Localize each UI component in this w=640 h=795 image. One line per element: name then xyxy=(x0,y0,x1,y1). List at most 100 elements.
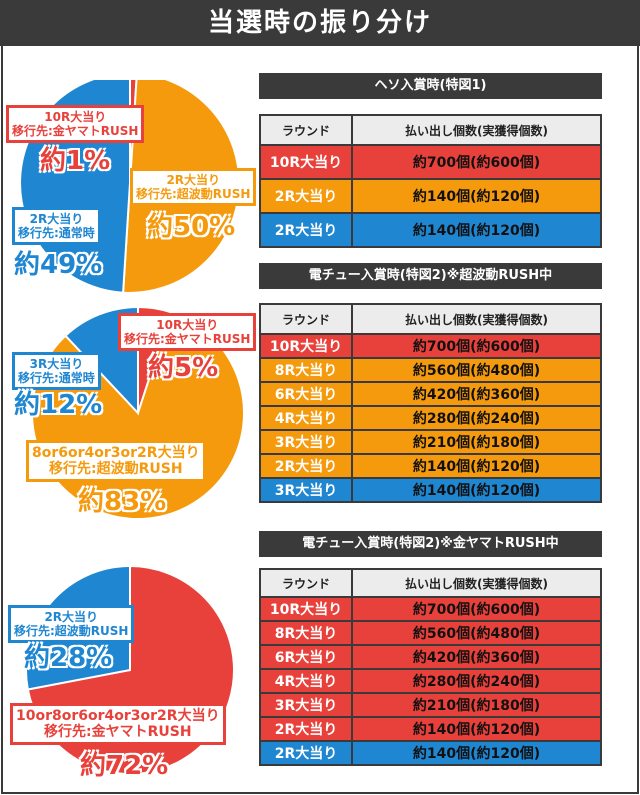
round-cell: 6R大当り xyxy=(259,644,353,670)
table-row: 2R大当り 約140個(約120個) xyxy=(259,716,602,742)
table0-title: ヘソ入賞時(特図1) xyxy=(259,73,602,99)
pie2-slice0-pct: 約72% xyxy=(80,751,169,781)
payout-cell: 約140個(約120個) xyxy=(351,477,602,503)
table-header-row: ラウンド 払い出し個数(実獲得個数) xyxy=(259,568,602,598)
round-cell: 2R大当り xyxy=(259,740,353,766)
pie0-slice0-label-line2: 移行先:金ヤマトRUSH xyxy=(12,124,139,138)
header-payout: 払い出し個数(実獲得個数) xyxy=(351,303,602,335)
pie0-slice1-label: 2R大当り 移行先:超波動RUSH xyxy=(130,168,257,206)
pie0-slice2-pct: 約49% xyxy=(14,250,103,280)
table2-title: 電チュー入賞時(特図2)※金ヤマトRUSH中 xyxy=(259,531,602,557)
page-title: 当選時の振り分け xyxy=(0,0,640,46)
table-row: 3R大当り 約210個(約180個) xyxy=(259,692,602,718)
pie2-slice0-label-line1: 10or8or6or4or3or2R大当り xyxy=(16,708,220,724)
payout-cell: 約140個(約120個) xyxy=(351,740,602,766)
pie2-slice1-pct: 約28% xyxy=(24,643,113,673)
header-round: ラウンド xyxy=(259,568,353,598)
table-row: 4R大当り 約280個(約240個) xyxy=(259,405,602,431)
payout-cell: 約210個(約180個) xyxy=(351,692,602,718)
pie0-slice1-label-line2: 移行先:超波動RUSH xyxy=(136,187,251,201)
pie1-slice2-label: 3R大当り 移行先:通常時 xyxy=(12,352,101,390)
table-row: 8R大当り 約560個(約480個) xyxy=(259,357,602,383)
table-row: 3R大当り 約210個(約180個) xyxy=(259,429,602,455)
pie0-slice0-label-line1: 10R大当り xyxy=(44,110,107,124)
table-row: 2R大当り 約140個(約120個) xyxy=(259,212,602,248)
payout-cell: 約420個(約360個) xyxy=(351,644,602,670)
pie1-slice2-label-line1: 3R大当り xyxy=(29,357,84,371)
pie1-slice1-label-line1: 8or6or4or3or2R大当り xyxy=(32,445,200,461)
pie0-slice0-pct: 約1% xyxy=(40,146,111,176)
round-cell: 2R大当り xyxy=(259,212,353,248)
table-header-row: ラウンド 払い出し個数(実獲得個数) xyxy=(259,303,602,335)
content-frame xyxy=(1,46,639,794)
payout-cell: 約280個(約240個) xyxy=(351,405,602,431)
payout-cell: 約700個(約600個) xyxy=(351,144,602,180)
pie0-slice2-label-line2: 移行先:通常時 xyxy=(18,226,95,240)
pie1-slice1-pct: 約83% xyxy=(78,487,167,517)
table-row: 2R大当り 約140個(約120個) xyxy=(259,178,602,214)
pie1-slice2-pct: 約12% xyxy=(14,390,103,420)
pie1-slice1-label: 8or6or4or3or2R大当り 移行先:超波動RUSH xyxy=(26,440,206,482)
table-row: 2R大当り 約140個(約120個) xyxy=(259,453,602,479)
round-cell: 2R大当り xyxy=(259,716,353,742)
pie1-slice2-label-line2: 移行先:通常時 xyxy=(18,371,95,385)
table-row: 10R大当り 約700個(約600個) xyxy=(259,596,602,622)
pie2-slice0-label-line2: 移行先:金ヤマトRUSH xyxy=(44,724,192,740)
table-row: 6R大当り 約420個(約360個) xyxy=(259,381,602,407)
payout-table-heso: ラウンド 払い出し個数(実獲得個数) 10R大当り 約700個(約600個) 2R大当り… xyxy=(259,114,602,248)
pie0-slice2-label-line1: 2R大当り xyxy=(29,212,84,226)
round-cell: 4R大当り xyxy=(259,405,353,431)
payout-cell: 約700個(約600個) xyxy=(351,596,602,622)
round-cell: 8R大当り xyxy=(259,620,353,646)
pie2-slice0-label: 10or8or6or4or3or2R大当り 移行先:金ヤマトRUSH xyxy=(10,703,226,745)
round-cell: 8R大当り xyxy=(259,357,353,383)
round-cell: 3R大当り xyxy=(259,692,353,718)
header-round: ラウンド xyxy=(259,114,353,146)
payout-table-chou-hadou-rush: ラウンド 払い出し個数(実獲得個数) 10R大当り 約700個(約600個) 8R大当り… xyxy=(259,303,602,503)
table-row: 10R大当り 約700個(約600個) xyxy=(259,144,602,180)
table-row: 4R大当り 約280個(約240個) xyxy=(259,668,602,694)
round-cell: 2R大当り xyxy=(259,453,353,479)
pie0-slice1-pct: 約50% xyxy=(147,212,236,242)
payout-cell: 約280個(約240個) xyxy=(351,668,602,694)
round-cell: 4R大当り xyxy=(259,668,353,694)
table-header-row: ラウンド 払い出し個数(実獲得個数) xyxy=(259,114,602,146)
pie0-slice1-label-line1: 2R大当り xyxy=(166,173,221,187)
pie1-slice0-label-line2: 移行先:金ヤマトRUSH xyxy=(124,332,251,346)
payout-cell: 約420個(約360個) xyxy=(351,381,602,407)
table-row: 3R大当り 約140個(約120個) xyxy=(259,477,602,503)
pie2-slice1-label: 2R大当り 移行先:超波動RUSH xyxy=(8,605,135,643)
payout-table-kin-yamato-rush: ラウンド 払い出し個数(実獲得個数) 10R大当り 約700個(約600個) 8R大当り… xyxy=(259,568,602,766)
payout-cell: 約560個(約480個) xyxy=(351,357,602,383)
table1-title: 電チュー入賞時(特図2)※超波動RUSH中 xyxy=(259,263,602,289)
table-row: 2R大当り 約140個(約120個) xyxy=(259,740,602,766)
header-payout: 払い出し個数(実獲得個数) xyxy=(351,568,602,598)
round-cell: 10R大当り xyxy=(259,144,353,180)
round-cell: 10R大当り xyxy=(259,333,353,359)
payout-cell: 約140個(約120個) xyxy=(351,453,602,479)
table-row: 10R大当り 約700個(約600個) xyxy=(259,333,602,359)
table-row: 6R大当り 約420個(約360個) xyxy=(259,644,602,670)
pie2-slice1-label-line2: 移行先:超波動RUSH xyxy=(14,624,129,638)
table-row: 8R大当り 約560個(約480個) xyxy=(259,620,602,646)
payout-cell: 約140個(約120個) xyxy=(351,716,602,742)
round-cell: 3R大当り xyxy=(259,429,353,455)
pie1-slice0-label-line1: 10R大当り xyxy=(156,318,219,332)
pie1-slice1-label-line2: 移行先:超波動RUSH xyxy=(49,461,183,477)
payout-cell: 約140個(約120個) xyxy=(351,212,602,248)
pie0-slice2-label: 2R大当り 移行先:通常時 xyxy=(12,207,101,245)
round-cell: 6R大当り xyxy=(259,381,353,407)
round-cell: 10R大当り xyxy=(259,596,353,622)
pie1-slice0-pct: 約5% xyxy=(148,353,219,383)
round-cell: 2R大当り xyxy=(259,178,353,214)
header-round: ラウンド xyxy=(259,303,353,335)
pie1-slice0-label: 10R大当り 移行先:金ヤマトRUSH xyxy=(118,313,257,351)
round-cell: 3R大当り xyxy=(259,477,353,503)
payout-cell: 約700個(約600個) xyxy=(351,333,602,359)
pie0-slice-label: 10R大当り 移行先:金ヤマトRUSH xyxy=(6,105,145,143)
pie2-slice1-label-line1: 2R大当り xyxy=(44,610,99,624)
payout-cell: 約560個(約480個) xyxy=(351,620,602,646)
payout-cell: 約210個(約180個) xyxy=(351,429,602,455)
payout-cell: 約140個(約120個) xyxy=(351,178,602,214)
